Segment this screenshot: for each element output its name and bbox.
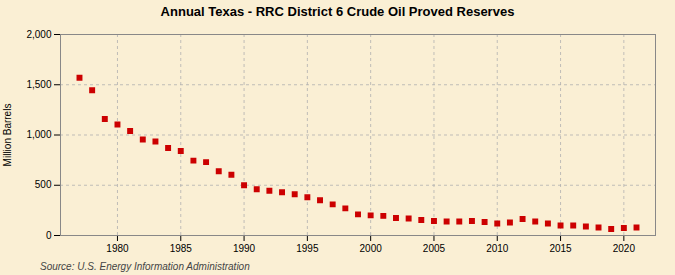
svg-text:2010: 2010 — [486, 243, 509, 254]
svg-text:2,000: 2,000 — [26, 29, 51, 40]
svg-text:1995: 1995 — [296, 243, 319, 254]
html-text:Annual Texas - RRC District 6: Annual Texas - RRC District 6 Crude Oil … — [160, 4, 515, 19]
svg-text:2000: 2000 — [360, 243, 383, 254]
svg-text:0: 0 — [46, 230, 52, 241]
svg-text:2015: 2015 — [549, 243, 572, 254]
svg-text:1,000: 1,000 — [26, 129, 51, 140]
svg-text:2020: 2020 — [613, 243, 636, 254]
svg-text:1985: 1985 — [170, 243, 193, 254]
html-text:Source: U.S. Energy Informatio: Source: U.S. Energy Information Administ… — [40, 261, 250, 272]
svg-text:1980: 1980 — [106, 243, 129, 254]
svg-text:2005: 2005 — [423, 243, 446, 254]
svg-text:500: 500 — [35, 179, 52, 190]
svg-text:Million Barrels: Million Barrels — [2, 104, 13, 167]
svg-text:1990: 1990 — [233, 243, 256, 254]
svg-text:1,500: 1,500 — [26, 79, 51, 90]
